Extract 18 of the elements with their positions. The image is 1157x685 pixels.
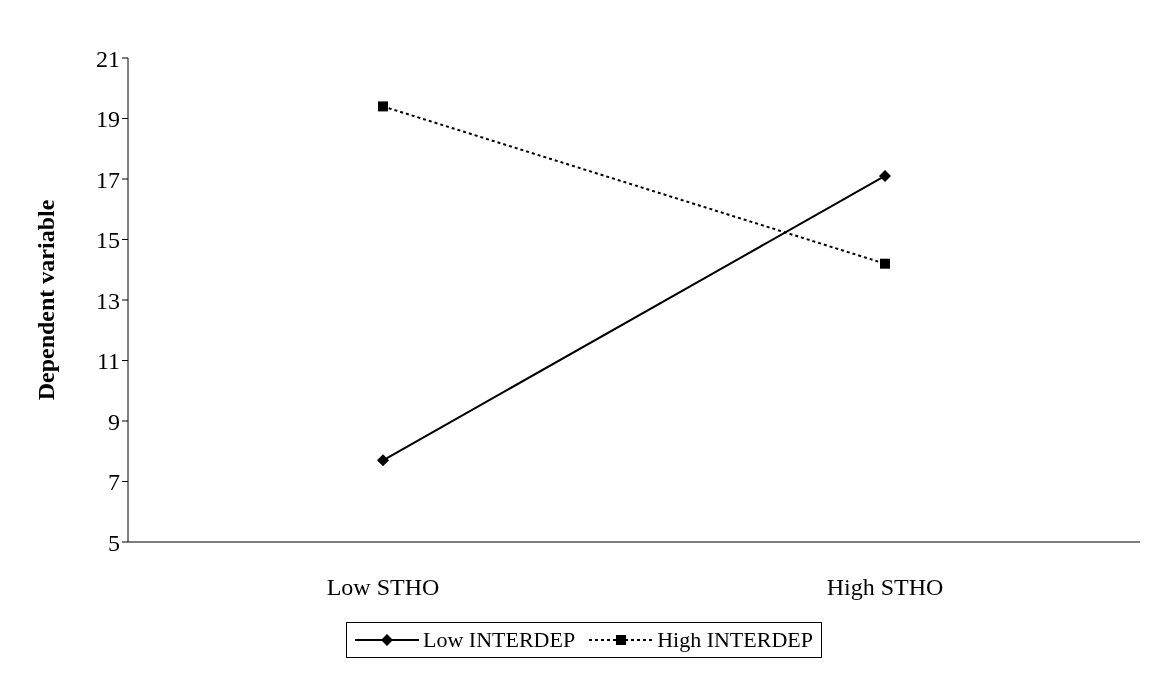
x-tick-label: High STHO	[826, 574, 944, 601]
y-axis-title: Dependent variable	[32, 199, 59, 401]
y-tick-label: 17	[96, 166, 120, 193]
y-tick-label: 21	[96, 45, 120, 72]
point	[378, 101, 388, 112]
y-tick-label: 5	[108, 529, 120, 556]
y-tick-label: 11	[96, 348, 120, 375]
point	[880, 258, 890, 269]
x-tick-label: Low STHO	[326, 574, 440, 601]
legend-label: Low INTERDEP	[423, 627, 576, 653]
y-tick-label: 7	[108, 469, 120, 496]
y-tick-label: 19	[96, 106, 120, 133]
legend-label: High INTERDEP	[657, 627, 813, 653]
y-tick-label: 13	[96, 287, 120, 314]
y-tick-label: 15	[96, 227, 120, 254]
point	[879, 169, 891, 182]
y-tick-label: 9	[108, 408, 120, 435]
point	[377, 454, 389, 467]
